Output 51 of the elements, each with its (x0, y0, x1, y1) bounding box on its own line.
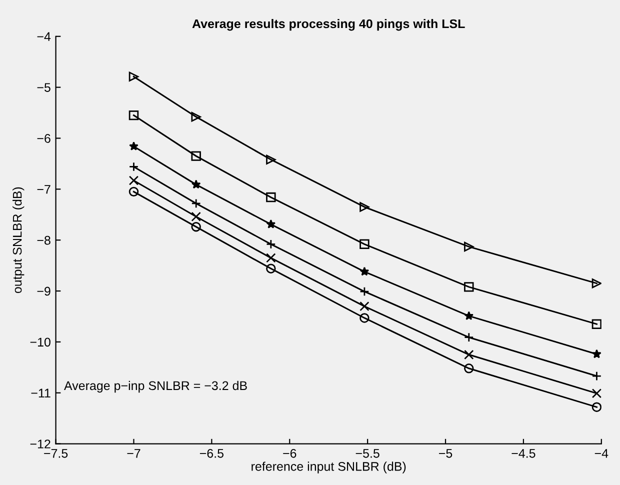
point (191, 222, 201, 232)
point (592, 278, 602, 288)
y-tick-label: −8 (37, 236, 50, 245)
point (360, 202, 370, 212)
x-tick-label: −6.5 (200, 448, 224, 458)
point (464, 364, 474, 374)
point (191, 112, 201, 122)
x-tick-label: −6 (283, 448, 296, 458)
point (129, 142, 138, 150)
point (360, 266, 370, 276)
point (266, 253, 276, 263)
point (266, 192, 276, 202)
point (592, 388, 602, 398)
point (266, 219, 276, 228)
point (464, 242, 474, 252)
x-tick-label: −7 (127, 449, 140, 458)
x-tick-label: −4.5 (512, 449, 536, 458)
y-tick-label: −11 (31, 388, 50, 398)
x-tick-label: −7.5 (44, 449, 68, 458)
x-tick-label: −5.5 (356, 449, 380, 458)
point (266, 264, 276, 274)
y-axis-title: output SNLBR (dB) (12, 187, 24, 294)
point (464, 311, 474, 320)
y-tick-label: −10 (30, 338, 50, 347)
point (464, 350, 474, 360)
y-tick-label: −6 (37, 134, 50, 143)
point (592, 319, 602, 329)
point (592, 402, 602, 412)
y-tick-label: −7 (37, 185, 50, 194)
point (128, 186, 139, 197)
point (128, 110, 139, 120)
point (128, 72, 139, 82)
point (592, 349, 602, 358)
point (128, 176, 139, 186)
point (191, 212, 201, 222)
point (360, 239, 370, 250)
point (191, 180, 201, 189)
point (464, 282, 474, 292)
y-tick-label: −12 (30, 440, 50, 448)
y-tick-label: −5 (37, 83, 50, 92)
y-tick-label: −9 (37, 286, 50, 296)
point (360, 301, 370, 312)
point (266, 154, 276, 164)
x-tick-label: −4 (594, 449, 608, 458)
point (360, 313, 370, 323)
y-tick-label: −4 (37, 32, 51, 41)
x-tick-label: −5 (439, 449, 452, 458)
point (191, 151, 201, 161)
chart-title: Average results processing 40 pings with LSL (192, 18, 465, 31)
annotation: Average p−inp SNLBR = −3.2 dB (64, 380, 247, 393)
x-axis-title: reference input SNLBR (dB) (252, 462, 406, 474)
